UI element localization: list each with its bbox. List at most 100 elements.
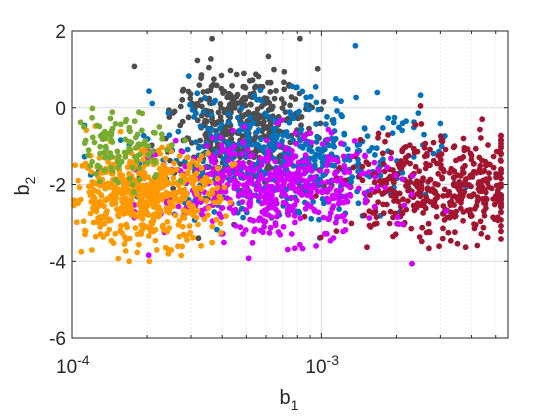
data-point <box>340 153 347 160</box>
data-point <box>375 199 381 206</box>
data-point <box>92 233 99 240</box>
data-point <box>211 209 218 215</box>
data-point <box>239 199 246 205</box>
data-point <box>361 125 368 131</box>
data-point <box>472 145 479 152</box>
data-point <box>409 260 415 267</box>
data-point <box>282 162 288 169</box>
data-point <box>281 79 287 86</box>
data-point <box>158 131 165 138</box>
data-point <box>96 164 103 171</box>
data-point <box>424 185 431 192</box>
data-point <box>495 183 502 189</box>
data-point <box>88 169 95 175</box>
data-point <box>103 211 110 217</box>
data-point <box>291 245 298 252</box>
data-point <box>194 162 201 168</box>
data-point <box>225 157 232 164</box>
data-point <box>486 161 492 168</box>
data-point <box>292 219 298 226</box>
data-point <box>404 183 411 190</box>
data-point <box>221 174 228 181</box>
data-point <box>307 163 313 170</box>
data-point <box>122 136 129 143</box>
data-point <box>278 96 285 102</box>
data-point <box>267 224 274 231</box>
data-point <box>460 170 467 176</box>
data-point <box>270 146 276 153</box>
data-point <box>121 241 128 248</box>
data-point <box>342 181 349 188</box>
data-point <box>414 200 421 207</box>
data-point <box>208 56 214 62</box>
data-point <box>91 139 98 146</box>
data-point <box>87 192 94 199</box>
data-point <box>171 108 178 115</box>
data-point <box>237 224 244 231</box>
data-point <box>124 224 130 231</box>
data-point <box>493 174 499 181</box>
data-point <box>306 130 313 136</box>
data-point <box>250 110 257 117</box>
data-point <box>232 177 239 184</box>
data-point <box>366 215 373 221</box>
data-point <box>367 192 373 199</box>
data-point <box>331 162 337 169</box>
data-point <box>134 249 141 256</box>
data-point <box>354 142 361 149</box>
data-point <box>74 198 81 205</box>
data-point <box>285 211 292 218</box>
data-point <box>110 240 117 247</box>
data-point <box>412 121 419 128</box>
data-point <box>484 179 491 186</box>
data-point <box>112 120 119 127</box>
data-point <box>177 122 184 129</box>
data-point <box>484 234 491 241</box>
data-point <box>414 148 421 155</box>
data-point <box>313 139 320 145</box>
data-point <box>371 203 378 210</box>
data-point <box>275 229 282 235</box>
data-point <box>148 219 155 226</box>
data-point <box>218 134 224 141</box>
data-point <box>462 162 468 169</box>
data-point <box>172 137 179 144</box>
data-point <box>311 206 318 213</box>
data-point <box>225 110 232 117</box>
data-point <box>422 205 429 212</box>
data-point <box>224 139 231 146</box>
data-point <box>269 173 275 180</box>
data-point <box>210 165 217 172</box>
data-point <box>178 252 185 259</box>
data-point <box>221 239 227 246</box>
data-point <box>108 164 114 171</box>
data-point <box>253 83 259 90</box>
data-point <box>278 177 285 184</box>
data-point <box>82 160 89 167</box>
data-point <box>272 196 279 203</box>
data-point <box>206 64 212 71</box>
data-point <box>408 225 415 232</box>
data-point <box>218 105 225 111</box>
data-point <box>473 202 480 209</box>
data-point <box>427 146 433 153</box>
data-point <box>194 191 200 198</box>
data-point <box>472 221 479 228</box>
data-point <box>254 166 261 172</box>
data-point <box>166 166 173 173</box>
data-point <box>334 108 340 114</box>
data-point <box>433 213 440 220</box>
data-point <box>304 192 310 199</box>
data-point <box>185 73 192 79</box>
data-point <box>278 117 285 123</box>
data-point <box>385 115 392 122</box>
x-tick-label: 10-3 <box>305 352 339 378</box>
data-point <box>247 216 254 223</box>
data-point <box>202 175 209 182</box>
data-point <box>254 96 260 103</box>
data-point <box>97 143 104 150</box>
data-point <box>355 185 362 192</box>
data-point <box>214 199 221 206</box>
data-point <box>288 194 295 201</box>
data-point <box>391 189 398 195</box>
